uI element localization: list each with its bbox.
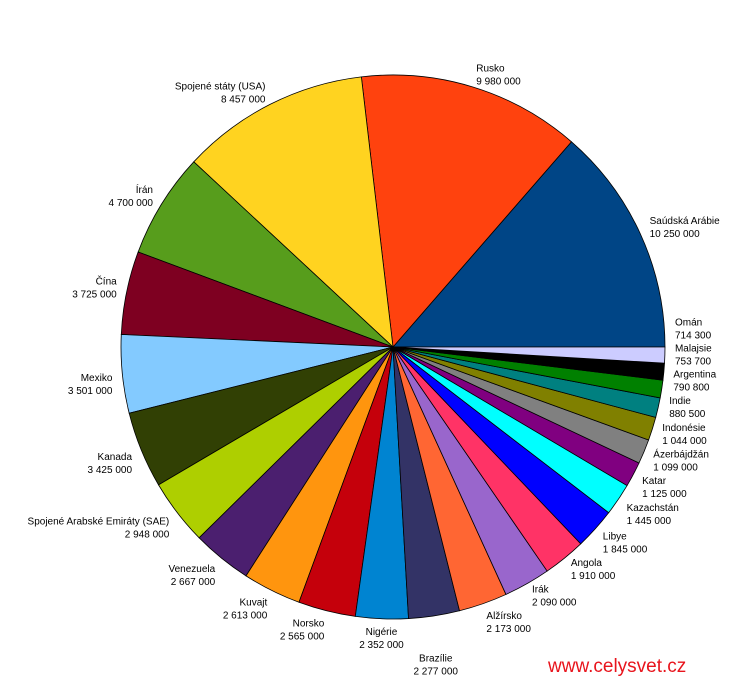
slice-label: Angola 1 910 000	[571, 558, 616, 582]
pie-slice	[193, 76, 394, 349]
slice-label: Indie 880 500	[669, 396, 706, 420]
slice-label-name: Kuvajt	[240, 597, 268, 608]
slice-label-name: Indie	[669, 396, 691, 407]
pie-slice	[392, 141, 666, 348]
slice-label: Libye 1 845 000	[603, 531, 648, 555]
slice-label-value: 10 250 000	[650, 229, 700, 240]
pie-labels: Saúdská Arábie 10 250 000 Rusko 9 980 000 Sp…	[28, 64, 721, 678]
slice-label: Norsko 2 565 000	[280, 619, 325, 643]
slice-label-name: Norsko	[293, 619, 325, 630]
slice-label-value: 2 090 000	[532, 597, 577, 608]
slice-label: Čína 3 725 000	[72, 275, 117, 301]
slice-label-value: 790 800	[673, 383, 710, 394]
slice-label-value: 9 980 000	[476, 77, 521, 88]
slice-label-value: 1 044 000	[662, 436, 707, 447]
slice-label-value: 2 173 000	[486, 624, 531, 635]
slice-label: Spojené Arabské Emiráty (SAE) 2 948 000	[28, 517, 170, 541]
slice-label-value: 8 457 000	[221, 94, 266, 105]
pie-slice	[392, 346, 666, 364]
slice-label-name: Nigérie	[366, 627, 398, 638]
slice-label-name: Kazachstán	[627, 503, 679, 514]
slice-label: Kuvajt 2 613 000	[223, 597, 268, 621]
slice-label-name: Saúdská Arábie	[650, 216, 720, 227]
slice-label-value: 2 277 000	[413, 667, 458, 678]
slice-label-value: 2 948 000	[125, 530, 170, 541]
slice-label-value: 714 300	[675, 330, 712, 341]
slice-label-name: Spojené Arabské Emiráty (SAE)	[28, 517, 170, 528]
slice-label-value: 880 500	[669, 409, 706, 420]
slice-label-value: 2 565 000	[280, 632, 325, 643]
slice-label: Malajsie 753 700	[675, 344, 712, 368]
slice-label: Írán 4 700 000	[109, 183, 154, 209]
pie-slice	[360, 74, 573, 348]
slice-label-name: Ázerbájdžán	[653, 447, 709, 460]
slice-label-name: Alžírsko	[486, 611, 522, 622]
pie-slices	[120, 74, 666, 620]
slice-label-name: Malajsie	[675, 344, 712, 355]
slice-label-value: 1 845 000	[603, 544, 648, 555]
slice-label-value: 4 700 000	[109, 198, 154, 209]
slice-label: Venezuela 2 667 000	[168, 564, 215, 588]
slice-label-value: 1 125 000	[642, 489, 687, 500]
watermark: www.celysvet.cz	[547, 656, 686, 677]
slice-label-value: 2 667 000	[171, 577, 216, 588]
slice-label-name: Libye	[603, 531, 627, 542]
slice-label-value: 1 910 000	[571, 571, 616, 582]
slice-label: Alžírsko 2 173 000	[486, 611, 531, 635]
slice-label-name: Kanada	[98, 452, 133, 463]
slice-label: Irák 2 090 000	[532, 584, 577, 608]
slice-label-value: 3 725 000	[72, 290, 117, 301]
slice-label: Brazílie 2 277 000	[413, 654, 458, 678]
slice-label-name: Argentina	[673, 370, 716, 381]
slice-label-name: Katar	[642, 476, 667, 487]
slice-label-value: 3 425 000	[88, 465, 133, 476]
slice-label-value: 2 613 000	[223, 610, 268, 621]
slice-label-name: Brazílie	[419, 654, 453, 665]
slice-label: Ázerbájdžán 1 099 000	[653, 447, 709, 473]
slice-label: Kanada 3 425 000	[88, 452, 133, 476]
slice-label-value: 1 445 000	[627, 516, 672, 527]
slice-label-name: Irák	[532, 584, 550, 595]
slice-label: Nigérie 2 352 000	[359, 627, 404, 651]
slice-label-name: Angola	[571, 558, 603, 569]
slice-label-value: 2 352 000	[359, 640, 404, 651]
slice-label-value: 3 501 000	[68, 386, 113, 397]
slice-label-name: Omán	[675, 317, 702, 328]
slice-label-name: Indonésie	[662, 423, 706, 434]
slice-label: Kazachstán 1 445 000	[627, 503, 679, 527]
slice-label: Katar 1 125 000	[642, 476, 687, 500]
slice-label-name: Írán	[136, 183, 153, 196]
slice-label: Saúdská Arábie 10 250 000	[650, 216, 720, 240]
slice-label: Indonésie 1 044 000	[662, 423, 707, 447]
slice-label: Omán 714 300	[675, 317, 712, 341]
slice-label-value: 1 099 000	[653, 462, 698, 473]
slice-label: Mexiko 3 501 000	[68, 373, 113, 397]
slice-label-name: Venezuela	[168, 564, 215, 575]
slice-label: Spojené státy (USA) 8 457 000	[175, 81, 266, 105]
slice-label: Rusko 9 980 000	[476, 64, 521, 88]
slice-label-name: Čína	[96, 275, 118, 288]
slice-label-name: Rusko	[476, 64, 505, 75]
slice-label: Argentina 790 800	[673, 370, 716, 394]
slice-label-value: 753 700	[675, 357, 712, 368]
slice-label-name: Mexiko	[81, 373, 113, 384]
slice-label-name: Spojené státy (USA)	[175, 81, 266, 92]
